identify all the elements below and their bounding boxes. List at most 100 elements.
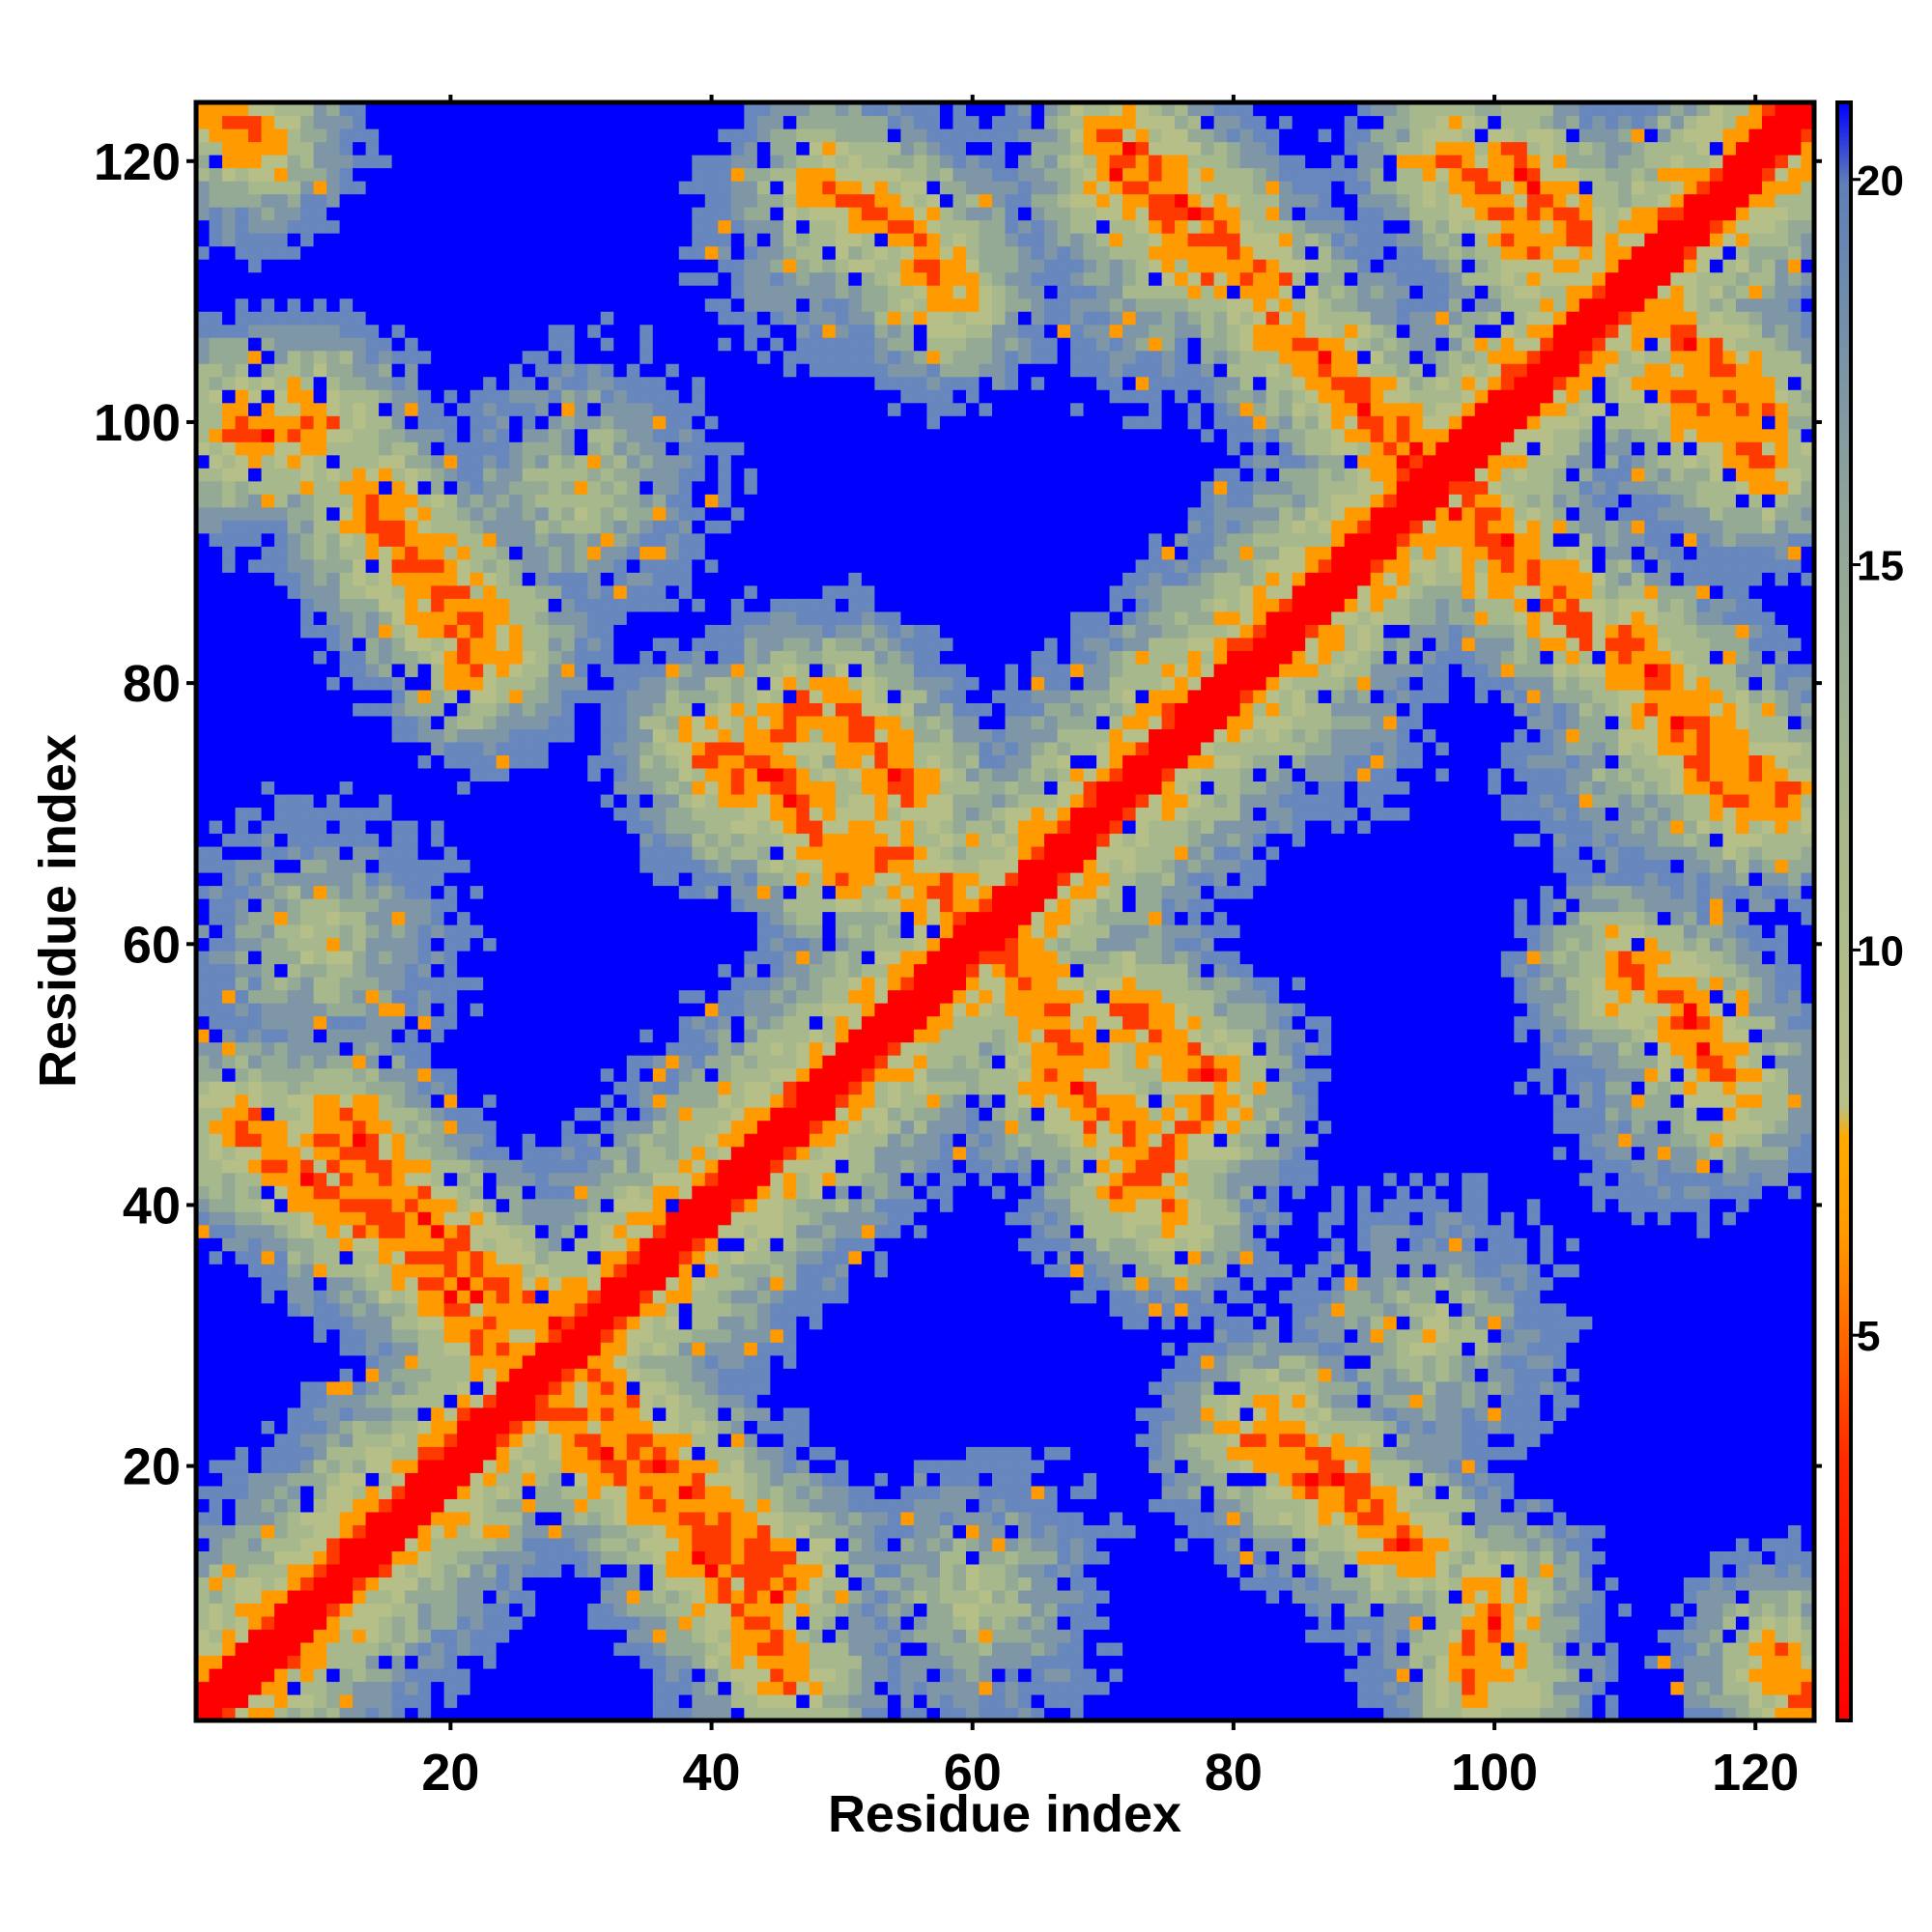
- heatmap-cell: [704, 767, 719, 782]
- heatmap-cell: [417, 637, 432, 651]
- heatmap-cell: [379, 1211, 393, 1226]
- heatmap-cell: [613, 1302, 628, 1317]
- heatmap-cell: [353, 1146, 367, 1160]
- heatmap-cell: [313, 219, 327, 234]
- heatmap-cell: [327, 219, 341, 234]
- heatmap-cell: [209, 845, 223, 861]
- heatmap-cell: [365, 1615, 380, 1631]
- heatmap-cell: [391, 833, 406, 847]
- heatmap-cell: [417, 1342, 432, 1356]
- heatmap-cell: [391, 1185, 406, 1200]
- heatmap-cell: [313, 741, 327, 756]
- heatmap-cell: [365, 558, 380, 573]
- heatmap-cell: [469, 1146, 484, 1160]
- heatmap-cell: [313, 1681, 327, 1695]
- heatmap-cell: [469, 233, 484, 247]
- heatmap-cell: [496, 376, 510, 390]
- heatmap-cell: [379, 1354, 393, 1369]
- heatmap-cell: [287, 871, 301, 887]
- heatmap-cell: [235, 193, 249, 208]
- heatmap-cell: [561, 1264, 576, 1278]
- heatmap-cell: [261, 989, 275, 1004]
- heatmap-cell: [509, 859, 524, 873]
- heatmap-cell: [196, 181, 211, 195]
- heatmap-cell: [300, 1354, 315, 1369]
- heatmap-cell: [613, 546, 628, 560]
- heatmap-cell: [391, 1067, 406, 1082]
- heatmap-cell: [587, 428, 602, 442]
- heatmap-cell: [652, 428, 667, 442]
- heatmap-cell: [287, 207, 301, 221]
- heatmap-cell: [248, 546, 263, 560]
- heatmap-cell: [443, 506, 458, 521]
- heatmap-cell: [692, 885, 706, 899]
- heatmap-cell: [626, 584, 640, 599]
- heatmap-cell: [353, 1589, 367, 1605]
- heatmap-cell: [652, 1641, 667, 1657]
- heatmap-cell: [509, 584, 524, 599]
- heatmap-cell: [561, 1120, 576, 1134]
- heatmap-cell: [639, 1550, 654, 1565]
- heatmap-cell: [235, 259, 249, 273]
- heatmap-cell: [313, 298, 327, 312]
- heatmap-cell: [639, 1603, 654, 1617]
- heatmap-cell: [365, 572, 380, 586]
- heatmap-cell: [548, 859, 562, 873]
- heatmap-cell: [613, 1420, 628, 1435]
- heatmap-cell: [483, 337, 497, 352]
- heatmap-cell: [353, 689, 367, 703]
- heatmap-cell: [248, 1264, 263, 1278]
- heatmap-cell: [417, 1290, 432, 1304]
- heatmap-cell: [274, 572, 289, 586]
- heatmap-cell: [535, 494, 550, 508]
- heatmap-cell: [274, 233, 289, 247]
- heatmap-cell: [639, 480, 654, 495]
- heatmap-cell: [692, 1185, 706, 1200]
- heatmap-cell: [209, 350, 223, 364]
- heatmap-cell: [431, 911, 445, 925]
- heatmap-cell: [287, 1615, 301, 1631]
- heatmap-cell: [652, 1667, 667, 1683]
- heatmap-cell: [652, 871, 667, 887]
- heatmap-cell: [196, 1316, 211, 1330]
- heatmap-cell: [300, 1328, 315, 1343]
- heatmap-cell: [535, 428, 550, 442]
- heatmap-cell: [692, 428, 706, 442]
- heatmap-cell: [353, 1107, 367, 1122]
- heatmap-cell: [313, 728, 327, 743]
- heatmap-cell: [600, 728, 614, 743]
- heatmap-cell: [391, 1264, 406, 1278]
- heatmap-cell: [248, 1041, 263, 1056]
- heatmap-cell: [639, 624, 654, 639]
- heatmap-cell: [652, 298, 667, 312]
- heatmap-cell: [678, 1472, 693, 1487]
- heatmap-cell: [574, 1446, 588, 1461]
- heatmap-cell: [574, 1707, 588, 1721]
- heatmap-cell: [365, 1316, 380, 1330]
- heatmap-cell: [222, 807, 237, 821]
- heatmap-cell: [704, 1537, 719, 1551]
- heatmap-cell: [509, 1198, 524, 1212]
- heatmap-cell: [417, 1237, 432, 1252]
- heatmap-cell: [300, 1107, 315, 1122]
- heatmap-cell: [261, 1055, 275, 1069]
- heatmap-cell: [405, 1003, 419, 1017]
- heatmap-cell: [535, 245, 550, 260]
- heatmap-cell: [678, 1368, 693, 1382]
- heatmap-cell: [235, 1550, 249, 1565]
- heatmap-cell: [300, 233, 315, 247]
- heatmap-cell: [339, 1524, 354, 1539]
- heatmap-cell: [379, 324, 393, 338]
- heatmap-cell: [704, 271, 719, 286]
- heatmap-cell: [274, 1498, 289, 1513]
- heatmap-cell: [431, 1342, 445, 1356]
- heatmap-cell: [196, 1302, 211, 1317]
- heatmap-cell: [483, 833, 497, 847]
- heatmap-cell: [209, 219, 223, 234]
- heatmap-cell: [365, 1133, 380, 1148]
- heatmap-cell: [196, 311, 211, 326]
- heatmap-cell: [431, 1003, 445, 1017]
- heatmap-cell: [209, 546, 223, 560]
- heatmap-cell: [509, 1380, 524, 1395]
- heatmap-cell: [692, 1655, 706, 1669]
